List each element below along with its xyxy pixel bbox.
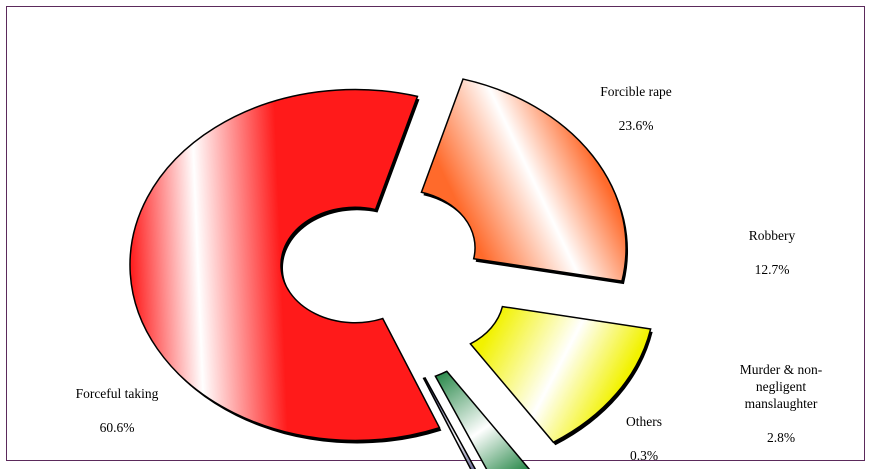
slice-label-others: Others 0.3% [604, 396, 684, 464]
category-label: Robbery [748, 228, 796, 243]
slice-label-murder: Murder & non- negligent manslaughter 2.8… [706, 344, 856, 446]
value-label: 12.7% [754, 262, 790, 277]
value-label: 2.8% [766, 430, 796, 445]
slice-label-robbery: Robbery 12.7% [722, 210, 822, 278]
category-label: Forcible rape [600, 84, 672, 99]
category-label: Murder & non- negligent manslaughter [739, 362, 823, 411]
value-label: 60.6% [99, 420, 135, 435]
slice-others [422, 377, 477, 469]
category-label: Others [626, 414, 662, 429]
slice-forceful-taking [129, 88, 441, 442]
slice-label-forcible-rape: Forcible rape 23.6% [566, 66, 706, 134]
category-label: Forceful taking [75, 386, 159, 401]
value-label: 23.6% [618, 118, 654, 133]
slice-murder [434, 370, 531, 469]
slice-forcible-rape [420, 78, 627, 282]
value-label: 0.3% [629, 448, 659, 463]
slice-label-forceful-taking: Forceful taking 60.6% [42, 368, 192, 436]
slice-robbery [469, 305, 652, 444]
